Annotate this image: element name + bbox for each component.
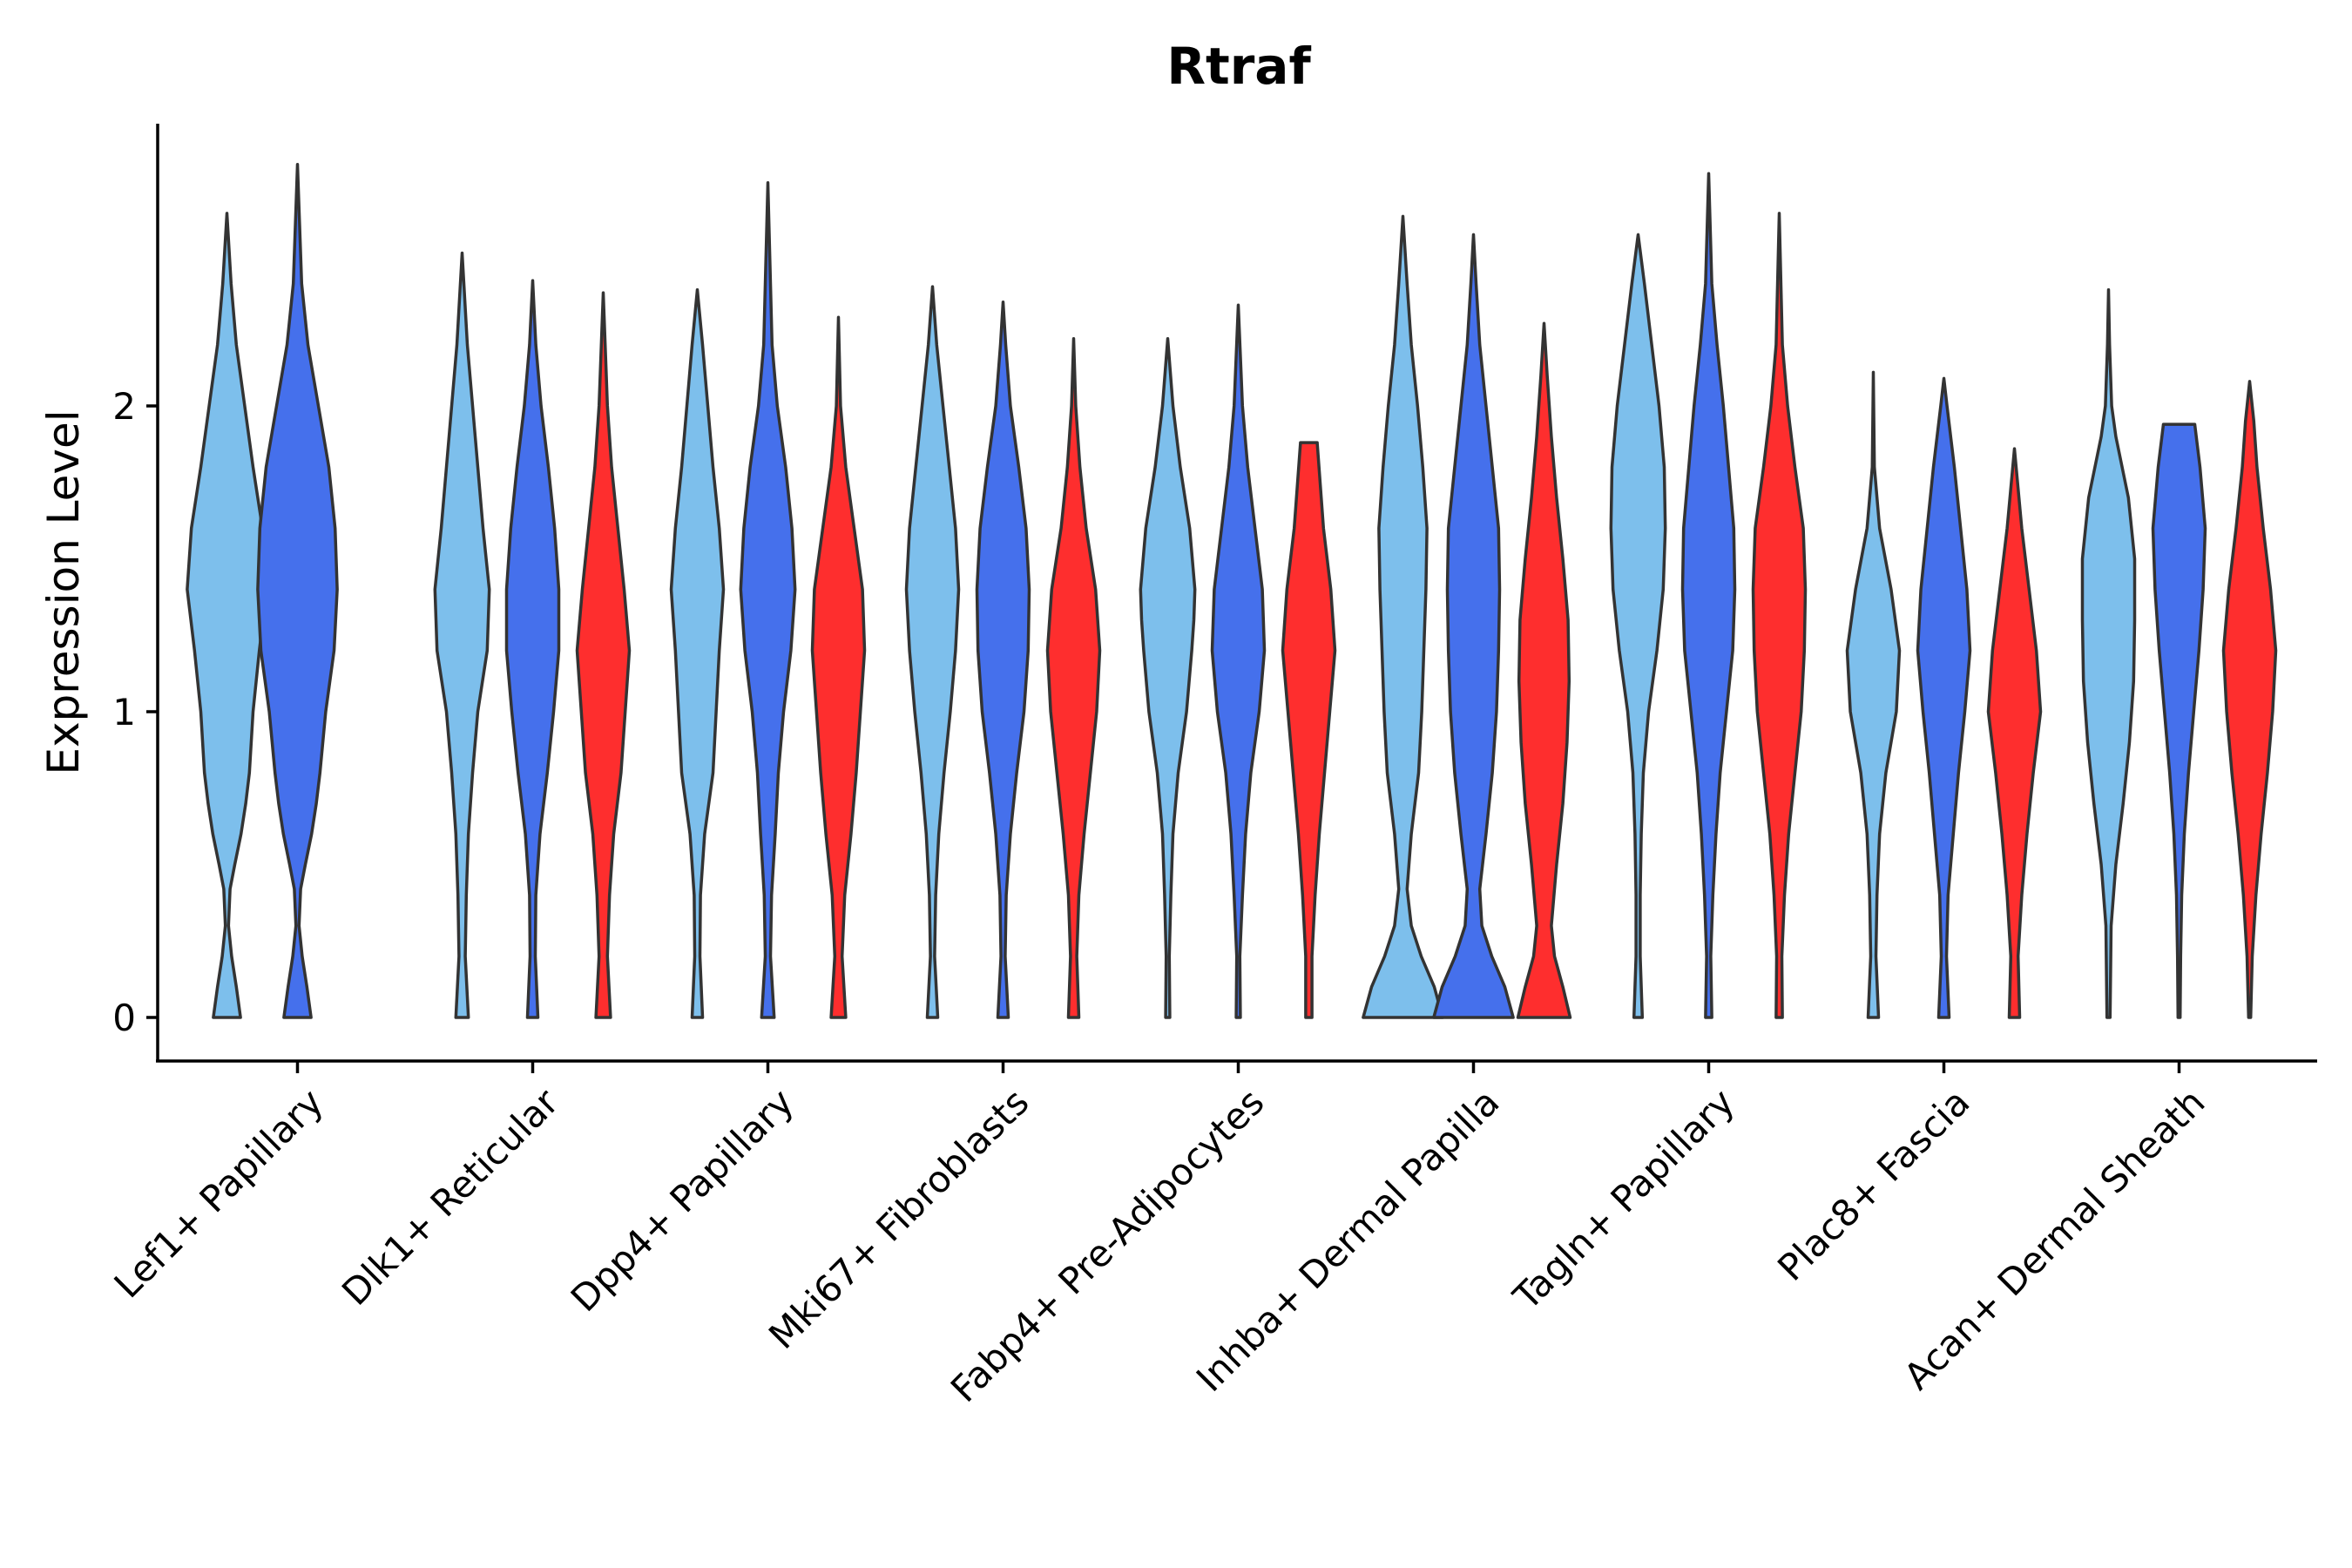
violin-group-1-6 xyxy=(1609,233,1667,1019)
violin-group-3-2 xyxy=(810,315,867,1019)
x-tick-label: Mki67+ Fibroblasts xyxy=(760,1080,1037,1356)
y-tick-label: 0 xyxy=(112,997,136,1039)
violin-group-1-7 xyxy=(1845,370,1902,1019)
violin-group-1-2 xyxy=(669,287,726,1019)
violin-group-2-5 xyxy=(1432,233,1515,1019)
x-tick-label: Dlk1+ Reticular xyxy=(334,1080,567,1314)
violin-group-2-6 xyxy=(1680,172,1737,1019)
x-tick-label: Tagln+ Papillary xyxy=(1504,1080,1742,1318)
violin-group xyxy=(186,162,2278,1019)
x-tick-label: Lef1+ Papillary xyxy=(106,1080,332,1306)
violin-group-1-8 xyxy=(2080,287,2137,1019)
x-tick-label: Dpp4+ Papillary xyxy=(563,1080,802,1320)
violin-group-3-7 xyxy=(1986,447,2043,1019)
violin-group-2-1 xyxy=(504,279,561,1019)
violin-group-2-4 xyxy=(1210,303,1267,1019)
violin-group-3-4 xyxy=(1281,441,1337,1019)
y-tick-label: 2 xyxy=(112,385,136,428)
violin-group-3-8 xyxy=(2221,380,2278,1019)
violin-group-2-3 xyxy=(975,300,1031,1019)
y-axis-label: Expression Level xyxy=(38,409,89,774)
violin-group-2-8 xyxy=(2151,422,2207,1019)
y-tick-label: 1 xyxy=(112,691,136,733)
violin-group-3-1 xyxy=(575,291,632,1019)
chart-title: Rtraf xyxy=(1166,37,1311,96)
violin-group-3-6 xyxy=(1751,212,1808,1019)
y-ticks: 0 1 2 xyxy=(112,385,158,1039)
violin-group-3-3 xyxy=(1045,337,1102,1019)
axes xyxy=(156,124,2317,1063)
violin-group-1-5 xyxy=(1362,214,1444,1019)
x-tick-label: Plac8+ Fascia xyxy=(1769,1080,1977,1288)
violin-group-1-4 xyxy=(1139,337,1197,1019)
violin-group-2-7 xyxy=(1916,376,1972,1019)
violin-group-1-1 xyxy=(433,251,491,1019)
violin-group-1-0 xyxy=(186,212,268,1019)
violin-group-3-5 xyxy=(1516,321,1572,1019)
violin-group-1-3 xyxy=(904,285,961,1019)
violin-group-2-2 xyxy=(739,181,797,1019)
violin-group-2-0 xyxy=(256,162,339,1019)
